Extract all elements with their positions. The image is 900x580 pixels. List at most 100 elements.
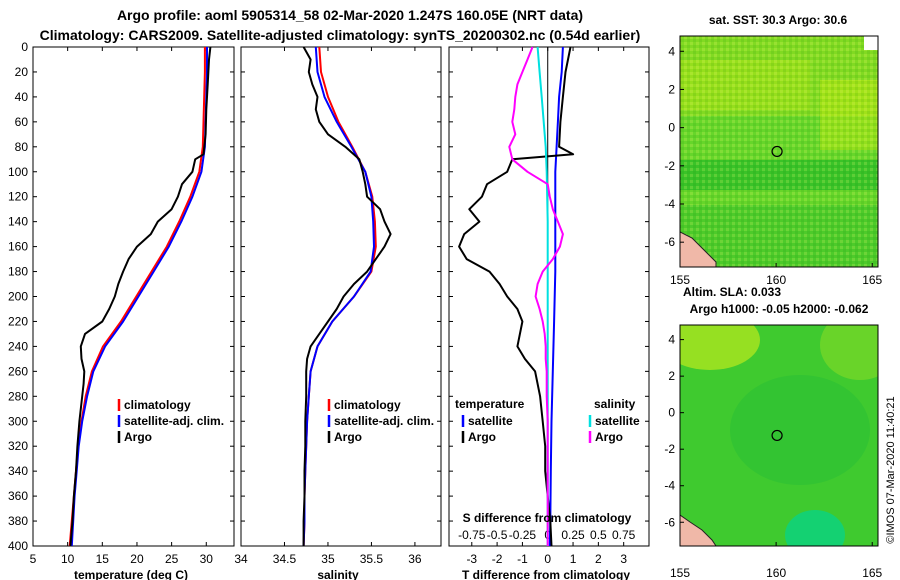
x-tick-label: 5: [30, 552, 37, 566]
depth-tick-label: 140: [8, 215, 28, 229]
x-tick-label: 34: [234, 552, 248, 566]
depth-tick-label: 400: [8, 539, 28, 553]
map-x-tick-label: 165: [862, 273, 882, 287]
depth-tick-label: 80: [15, 140, 29, 154]
salinity-x-label: salinity: [317, 568, 359, 580]
sla-argo-location-marker: [771, 429, 783, 442]
series-salinity-argo: [508, 46, 564, 546]
legend-label-temp-argo: Argo: [468, 430, 496, 444]
map-y-tick-label: -2: [664, 159, 675, 173]
map-x-tick-label: 160: [766, 566, 786, 580]
x-tick-label: 2: [595, 552, 602, 566]
x-tick-label: 1: [570, 552, 577, 566]
x-tick-label: 15: [96, 552, 110, 566]
depth-tick-label: 380: [8, 514, 28, 528]
sst-missing-data: [864, 36, 878, 50]
depth-tick-label: 100: [8, 165, 28, 179]
map-y-tick-label: -6: [664, 235, 675, 249]
legend-label-sal-satellite: satellite: [595, 414, 640, 428]
map-y-tick-label: 0: [668, 121, 675, 135]
difference-panel: [448, 46, 650, 547]
legend-heading-salinity: salinity: [594, 397, 636, 411]
map-y-tick-label: 0: [668, 406, 675, 420]
salinity-panel: [240, 46, 442, 547]
legend-label-climatology: climatology: [334, 398, 401, 412]
x2-tick-label: 0.75: [612, 528, 636, 542]
depth-tick-label: 200: [8, 290, 28, 304]
x2-tick-label: 0.25: [561, 528, 585, 542]
x-tick-label: 0: [544, 552, 551, 566]
map-y-tick-label: 2: [668, 369, 675, 383]
depth-tick-label: 360: [8, 489, 28, 503]
x-tick-label: -1: [517, 552, 528, 566]
temperature-legend: climatology satellite-adj. clim. Argo: [117, 398, 224, 444]
x2-tick-label: -0.5: [487, 528, 508, 542]
salinity-x-ticks: 34 34.5 35 35.5 36: [234, 47, 422, 566]
depth-tick-label: 20: [15, 65, 29, 79]
legend-label-satellite: satellite-adj. clim.: [334, 414, 434, 428]
x2-tick-label: 0.5: [590, 528, 607, 542]
map-x-tick-label: 160: [766, 273, 786, 287]
map-y-tick-label: -2: [664, 442, 675, 456]
sst-map-ticks: 155 160 165 4 2 0 -2 -4 -6: [664, 44, 882, 287]
legend-label-argo: Argo: [124, 430, 152, 444]
sla-high-north-east: [820, 325, 878, 380]
difference-legend-salinity: salinity satellite Argo: [588, 397, 640, 444]
map-y-tick-label: -6: [664, 515, 675, 529]
sst-pixel-texture: [680, 36, 878, 267]
sla-mid-region: [730, 375, 870, 485]
title-line-1: Argo profile: aoml 5905314_58 02-Mar-202…: [117, 7, 583, 23]
legend-label-argo: Argo: [334, 430, 362, 444]
x-tick-label: 25: [165, 552, 179, 566]
series-climatology: [302, 46, 377, 547]
difference-x2-label: S difference from climatology: [463, 511, 632, 525]
x2-tick-label: -0.75: [458, 528, 486, 542]
depth-axis: 0 20 40 60 80 100 120 140 160 180 200 220 240 260 280 3…: [8, 40, 649, 553]
sst-map-frame: [679, 35, 879, 268]
title-line-2: Climatology: CARS2009. Satellite-adjuste…: [40, 27, 641, 43]
sla-map-frame: [679, 324, 879, 547]
series-temperature-satellite: [548, 46, 564, 547]
sla-map-title: Altim. SLA: 0.033: [683, 285, 781, 299]
sla-high-north-west: [680, 325, 760, 370]
series-satellite-adj-clim-: [70, 47, 208, 547]
x-tick-label: 36: [408, 552, 422, 566]
legend-heading-temperature: temperature: [455, 397, 525, 411]
depth-tick-label: 320: [8, 439, 28, 453]
depth-tick-label: 40: [15, 90, 29, 104]
map-x-tick-label: 155: [670, 273, 690, 287]
sst-map-title: sat. SST: 30.3 Argo: 30.6: [709, 13, 848, 27]
sst-land-coast: [680, 231, 717, 267]
legend-label-climatology: climatology: [124, 398, 191, 412]
depth-tick-label: 340: [8, 464, 28, 478]
x-tick-label: 20: [130, 552, 144, 566]
map-y-tick-label: 4: [668, 333, 675, 347]
legend-label-satellite: satellite-adj. clim.: [124, 414, 224, 428]
x-tick-label: 35: [321, 552, 335, 566]
legend-label-temp-satellite: satellite: [468, 414, 513, 428]
depth-tick-label: 60: [15, 115, 29, 129]
sla-low-south: [785, 510, 845, 546]
depth-tick-label: 0: [21, 40, 28, 54]
depth-tick-label: 220: [8, 314, 28, 328]
temperature-x-ticks: 5 10 15 20 25 30: [30, 47, 213, 566]
map-y-tick-label: -4: [664, 479, 675, 493]
series-argo: [69, 46, 212, 547]
x-tick-label: -3: [466, 552, 477, 566]
sla-map: [680, 325, 878, 546]
difference-x-label: T difference from climatology: [462, 568, 630, 580]
sla-map-subtitle: Argo h1000: -0.05 h2000: -0.062: [690, 302, 869, 316]
difference-legend-temperature: temperature satellite Argo: [455, 397, 525, 444]
map-x-tick-label: 165: [862, 566, 882, 580]
depth-tick-label: 280: [8, 389, 28, 403]
sst-argo-location-marker: [771, 145, 783, 158]
x-tick-label: 10: [61, 552, 75, 566]
map-y-tick-label: -4: [664, 197, 675, 211]
map-y-tick-label: 4: [668, 44, 675, 58]
map-x-tick-label: 155: [670, 566, 690, 580]
series-argo: [302, 46, 392, 546]
depth-tick-label: 240: [8, 339, 28, 353]
salinity-legend: climatology satellite-adj. clim. Argo: [327, 398, 434, 444]
series-temperature-argo: [458, 46, 575, 547]
